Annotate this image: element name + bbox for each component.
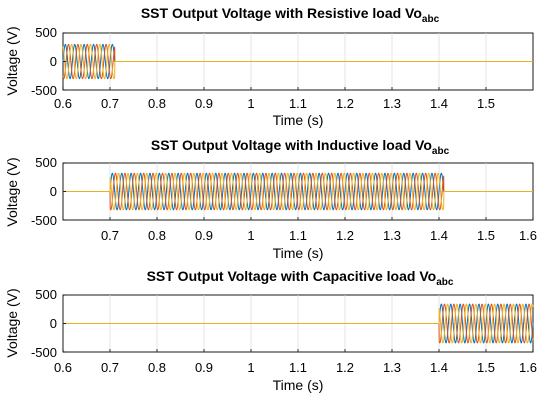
y-axis-label: Voltage (V) xyxy=(4,26,20,95)
y-tick-label: -500 xyxy=(31,83,57,98)
x-tick-label: 0.9 xyxy=(195,228,213,243)
x-tick-label: 1 xyxy=(247,228,254,243)
x-tick-label: 0.7 xyxy=(101,360,119,375)
title-text: SST Output Voltage with Resistive load V… xyxy=(141,5,422,21)
y-tick-label: -500 xyxy=(31,345,57,360)
phase-series-line xyxy=(62,43,533,80)
x-tick-label: 1.3 xyxy=(383,228,401,243)
panel-resistive: SST Output Voltage with Resistive load V… xyxy=(4,5,534,128)
x-tick-label: 1 xyxy=(247,360,254,375)
y-tick-labels: 500 0 -500 xyxy=(31,25,57,98)
y-tick-labels: 500 0 -500 xyxy=(31,155,57,228)
x-tick-label: 1 xyxy=(247,96,254,111)
y-tick-label: 500 xyxy=(35,25,57,40)
x-tick-label: 1.1 xyxy=(289,360,307,375)
panel-capacitive: SST Output Voltage with Capacitive load … xyxy=(4,268,537,393)
x-tick-label: 1.5 xyxy=(477,228,495,243)
x-tick-label: 1.5 xyxy=(477,96,495,111)
y-axis-label: Voltage (V) xyxy=(4,157,20,226)
y-tick-label: -500 xyxy=(31,213,57,228)
chart-title: SST Output Voltage with Resistive load V… xyxy=(141,5,440,25)
x-tick-label: 0.8 xyxy=(148,96,166,111)
x-tick-label: 1.3 xyxy=(383,96,401,111)
x-tick-label: 0.6 xyxy=(54,96,72,111)
x-tick-label: 1.6 xyxy=(519,360,537,375)
x-tick-label: 0.8 xyxy=(148,360,166,375)
panel-inductive: SST Output Voltage with Inductive load V… xyxy=(4,137,537,261)
y-tick-label: 0 xyxy=(50,316,57,331)
x-tick-label: 1.4 xyxy=(430,96,448,111)
tick-marks xyxy=(62,294,534,353)
x-tick-label: 0.7 xyxy=(101,228,119,243)
x-tick-label: 0.7 xyxy=(101,96,119,111)
x-tick-label: 0.9 xyxy=(195,96,213,111)
title-subscript: abc xyxy=(422,14,440,25)
x-tick-label: 1.1 xyxy=(289,228,307,243)
x-tick-labels: 0.7 0.8 0.9 1 1.1 1.2 1.3 1.4 1.5 1.6 xyxy=(101,228,537,243)
x-tick-label: 1.3 xyxy=(383,360,401,375)
y-tick-labels: 500 0 -500 xyxy=(31,287,57,360)
x-tick-label: 0.6 xyxy=(54,360,72,375)
x-tick-label: 1.1 xyxy=(289,96,307,111)
waveforms xyxy=(63,172,533,211)
chart-title: SST Output Voltage with Inductive load V… xyxy=(151,137,450,157)
x-axis-label: Time (s) xyxy=(273,245,324,261)
x-tick-label: 1.2 xyxy=(336,96,354,111)
x-axis-label: Time (s) xyxy=(273,377,324,393)
phase-series-line xyxy=(63,172,533,211)
x-tick-label: 1.5 xyxy=(477,360,495,375)
phase-series-line xyxy=(63,303,534,344)
x-axis-label: Time (s) xyxy=(273,112,324,128)
x-tick-label: 1.6 xyxy=(519,228,537,243)
y-tick-label: 500 xyxy=(35,155,57,170)
x-tick-label: 1.2 xyxy=(336,228,354,243)
waveforms xyxy=(62,43,533,80)
waveforms xyxy=(63,303,534,344)
x-tick-labels: 0.6 0.7 0.8 0.9 1 1.1 1.2 1.3 1.4 1.5 1.… xyxy=(54,360,537,375)
tick-marks xyxy=(62,32,487,91)
x-tick-label: 0.8 xyxy=(148,228,166,243)
tick-marks xyxy=(63,162,534,221)
x-tick-label: 1.4 xyxy=(430,228,448,243)
title-text: SST Output Voltage with Inductive load V… xyxy=(151,137,432,153)
title-subscript: abc xyxy=(436,277,454,288)
x-tick-labels: 0.6 0.7 0.8 0.9 1 1.1 1.2 1.3 1.4 1.5 xyxy=(54,96,495,111)
x-tick-label: 0.9 xyxy=(195,360,213,375)
y-tick-label: 0 xyxy=(50,54,57,69)
y-tick-label: 0 xyxy=(50,184,57,199)
chart-title: SST Output Voltage with Capacitive load … xyxy=(147,268,454,288)
y-tick-label: 500 xyxy=(35,287,57,302)
title-subscript: abc xyxy=(432,146,450,157)
x-tick-label: 1.4 xyxy=(430,360,448,375)
title-text: SST Output Voltage with Capacitive load … xyxy=(147,268,437,284)
x-tick-label: 1.2 xyxy=(336,360,354,375)
y-axis-label: Voltage (V) xyxy=(4,288,20,357)
